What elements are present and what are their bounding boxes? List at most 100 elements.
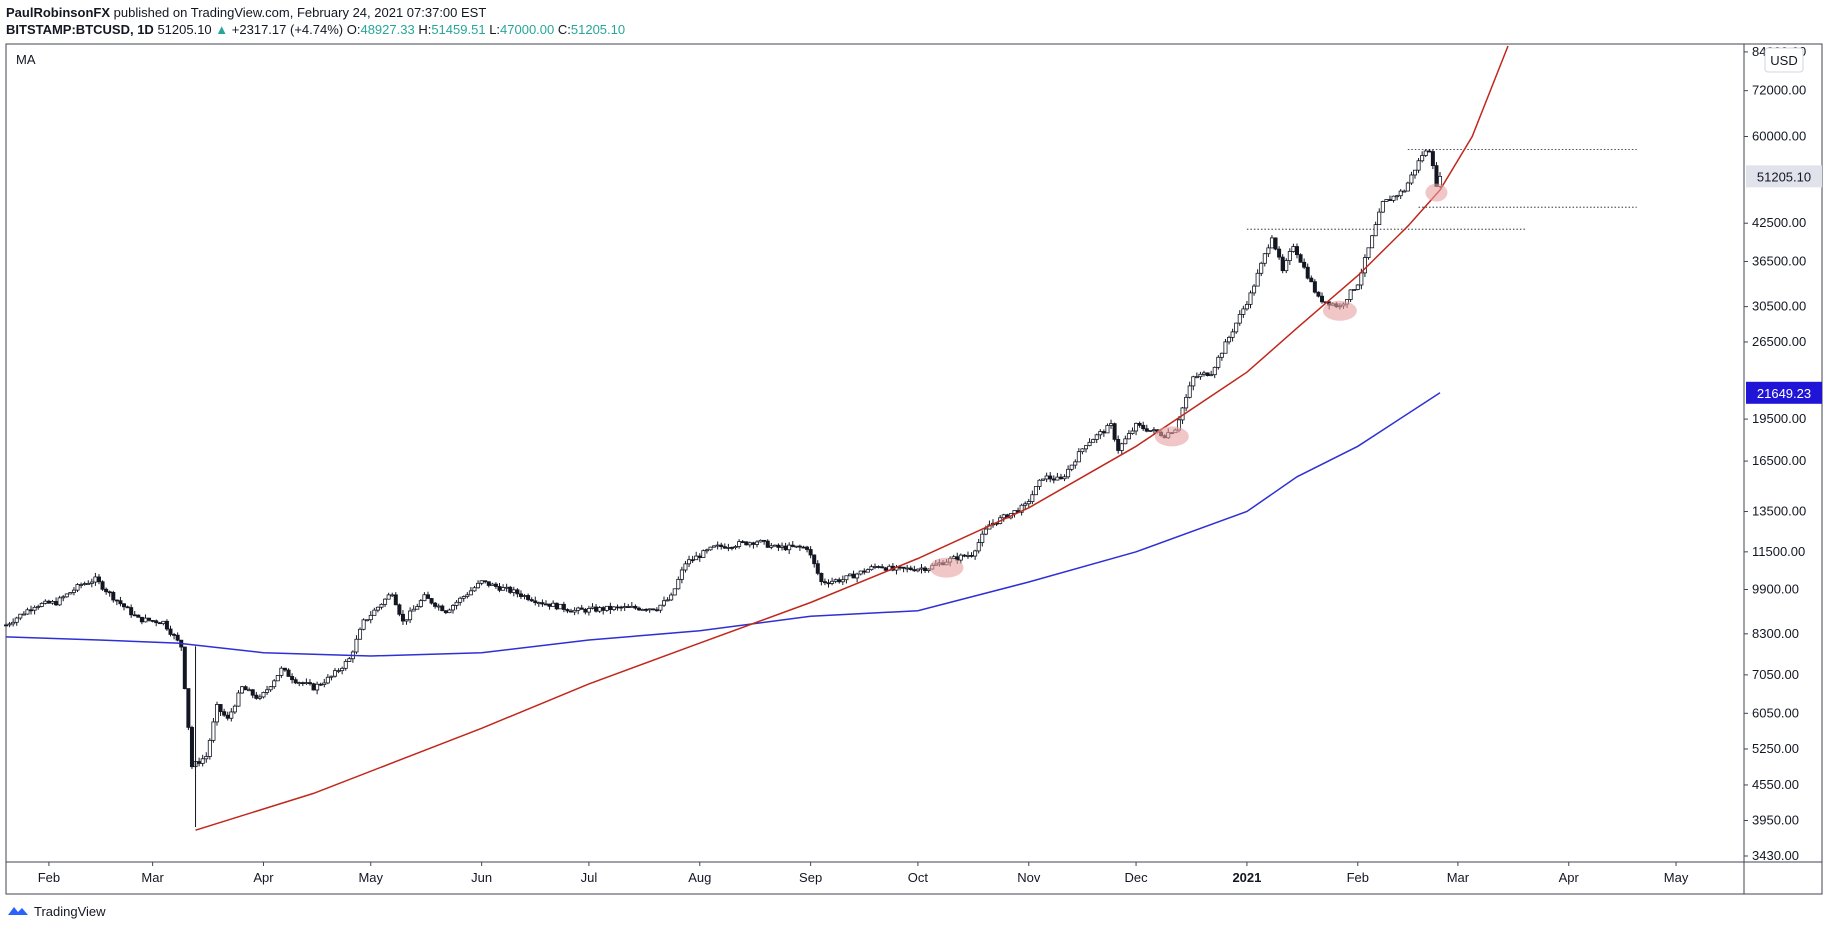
candle-198 (712, 545, 717, 548)
candle-355 (1273, 237, 1278, 251)
candle-37 (136, 614, 141, 618)
candle-140 (504, 583, 509, 592)
candle-290 (1041, 478, 1046, 481)
candle-358 (1284, 258, 1289, 274)
candle-180 (647, 608, 652, 613)
candle-43 (157, 621, 162, 625)
footer[interactable]: TradingView (6, 903, 106, 919)
currency-button[interactable]: USD (1764, 47, 1804, 73)
ma-value-tag: 21649.23 (1746, 381, 1822, 404)
candle-166 (597, 606, 602, 613)
candle-157 (565, 608, 570, 614)
candle-227 (815, 560, 820, 576)
candle-63 (229, 708, 234, 722)
candle-365 (1309, 275, 1314, 283)
candle-391 (1402, 189, 1407, 193)
candle-240 (862, 568, 867, 575)
candle-168 (604, 605, 609, 612)
last-price: 51205.10 (157, 22, 212, 37)
candle-25 (93, 572, 98, 586)
candle-237 (851, 570, 856, 579)
candle-386 (1384, 199, 1389, 202)
price-tick-label-7: 19500.00 (1752, 411, 1806, 426)
candle-95 (343, 659, 348, 671)
plot-frame (5, 43, 1745, 895)
candle-400 (1434, 162, 1439, 187)
candle-211 (758, 539, 763, 543)
candle-30 (111, 590, 116, 603)
candle-350 (1255, 269, 1260, 287)
candle-126 (454, 600, 459, 610)
author-name[interactable]: PaulRobinsonFX (6, 5, 110, 20)
price-tick-label-8: 16500.00 (1752, 453, 1806, 468)
candle-287 (1030, 490, 1035, 505)
candle-31 (114, 599, 119, 606)
candle-47 (172, 632, 177, 640)
candle-236 (847, 573, 852, 577)
candle-299 (1073, 459, 1078, 469)
candle-163 (586, 605, 591, 616)
candle-99 (358, 627, 363, 640)
time-tick-label-3: May (358, 870, 383, 885)
symbol-name: BITSTAMP:BTCUSD, 1D (6, 22, 154, 37)
time-tick-label-2: Apr (253, 870, 274, 885)
candle-78 (282, 667, 287, 672)
candle-390 (1398, 189, 1403, 199)
candle-139 (501, 584, 506, 591)
price-tick-label-3: 42500.00 (1752, 215, 1806, 230)
candle-286 (1026, 498, 1031, 509)
candle-1 (7, 621, 12, 628)
candle-142 (511, 586, 516, 597)
candle-381 (1366, 247, 1371, 260)
candle-103 (372, 607, 377, 616)
candle-125 (451, 604, 456, 614)
candle-4 (18, 613, 23, 621)
candle-206 (740, 540, 745, 544)
candle-399 (1430, 149, 1435, 170)
candle-153 (551, 600, 556, 607)
candle-314 (1126, 430, 1131, 440)
candle-307 (1101, 429, 1106, 437)
candle-132 (476, 580, 481, 589)
time-axis-ticks[interactable]: Feb Mar Apr May Jun Jul Aug Sep Oct Nov Dec 2021 Feb… (38, 862, 1689, 885)
candle-143 (515, 588, 520, 598)
candle-93 (336, 668, 341, 674)
candle-344 (1234, 322, 1239, 334)
candle-398 (1427, 149, 1432, 153)
candle-385 (1380, 200, 1385, 213)
candle-22 (82, 581, 87, 586)
candle-293 (1051, 475, 1056, 484)
candle-146 (526, 593, 531, 602)
time-tick-label-12: Feb (1347, 870, 1369, 885)
candle-80 (290, 673, 295, 684)
candle-231 (830, 577, 835, 586)
candle-321 (1151, 427, 1156, 434)
candle-28 (104, 587, 109, 595)
candle-304 (1091, 438, 1096, 443)
candle-7 (29, 605, 34, 615)
candle-232 (833, 578, 838, 584)
candle-317 (1137, 421, 1142, 428)
candle-360 (1291, 243, 1296, 253)
price-tick-label-9: 13500.00 (1752, 504, 1806, 519)
candle-347 (1244, 300, 1249, 311)
candle-387 (1387, 195, 1392, 201)
candle-152 (547, 603, 552, 610)
candle-367 (1316, 291, 1321, 298)
candle-76 (275, 675, 280, 682)
candle-82 (297, 681, 302, 687)
candle-335 (1202, 370, 1207, 377)
candle-101 (365, 619, 370, 622)
candle-265 (951, 554, 956, 559)
candle-124 (447, 608, 452, 614)
candle-219 (787, 542, 792, 555)
candle-167 (601, 606, 606, 615)
candle-252 (905, 564, 910, 573)
candle-154 (554, 602, 559, 611)
price-change: +2317.17 (+4.74%) (231, 22, 344, 37)
footer-brand: TradingView (34, 903, 106, 919)
candle-29 (107, 590, 112, 597)
candle-349 (1252, 284, 1257, 296)
candle-96 (347, 657, 352, 662)
